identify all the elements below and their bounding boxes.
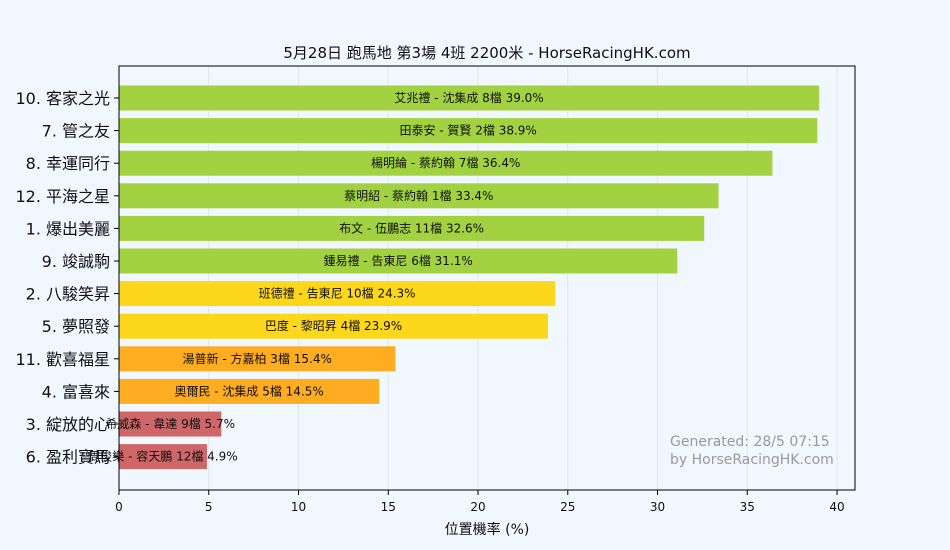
bar (119, 150, 773, 176)
bar (119, 411, 222, 437)
bar (119, 444, 207, 470)
bar (119, 248, 678, 274)
watermark-line-2: by HorseRacingHK.com (670, 452, 834, 468)
category-label: 8. 幸運同行 (26, 154, 110, 173)
category-label: 10. 客家之光 (15, 89, 110, 108)
bar (119, 85, 820, 111)
category-label: 2. 八駿笑昇 (26, 285, 110, 304)
bar-data-label: 楊明綸 - 蔡約翰 7檔 36.4% (371, 155, 520, 170)
category-label: 12. 平海之星 (15, 187, 110, 206)
bar-data-label: 奧爾民 - 沈集成 5檔 14.5% (174, 383, 323, 398)
category-label: 4. 富喜來 (42, 382, 110, 401)
bar (119, 183, 719, 209)
bar-data-label: 湯普新 - 方嘉柏 3檔 15.4% (183, 351, 332, 366)
x-tick-label: 35 (740, 500, 755, 514)
category-label: 1. 爆出美麗 (26, 219, 110, 238)
category-labels-group: 10. 客家之光 7. 管之友 8. 幸運同行 12. 平海之星 1. 爆出美麗 9. 竣… (15, 89, 119, 467)
x-tick-label: 15 (381, 500, 396, 514)
category-label: 11. 歡喜福星 (15, 350, 110, 369)
bar (119, 118, 818, 144)
x-tick-label: 10 (291, 500, 306, 514)
bar-labels-group: 艾兆禮 - 沈集成 8檔 39.0% 田泰安 - 賀賢 2檔 38.9% 楊明綸 -… (88, 90, 543, 464)
category-label: 6. 盈利寶馬 (26, 448, 110, 467)
bar (119, 215, 705, 241)
bar-data-label: 鍾易禮 - 告東尼 6檔 31.1% (323, 254, 472, 268)
bar-data-label: 蔡明紹 - 蔡約翰 1檔 33.4% (344, 188, 493, 203)
x-axis-ticks: 0 5 10 15 20 25 30 35 40 (115, 490, 845, 514)
bar-data-label: 周俊樂 - 容天鵬 12檔 4.9% (88, 449, 237, 464)
category-label: 5. 夢照發 (42, 317, 110, 336)
x-tick-label: 20 (470, 500, 485, 514)
x-tick-label: 0 (115, 500, 123, 514)
plot-frame (118, 65, 856, 491)
x-tick-label: 25 (560, 500, 575, 514)
category-label: 9. 竣誠駒 (42, 252, 110, 271)
bar (119, 281, 556, 307)
watermark-line-1: Generated: 28/5 07:15 (670, 434, 830, 450)
bar-data-label: 布文 - 伍鵬志 11檔 32.6% (339, 220, 484, 235)
bar (119, 346, 396, 372)
x-tick-label: 40 (829, 500, 844, 514)
x-tick-label: 5 (205, 500, 213, 514)
bar-data-label: 艾兆禮 - 沈集成 8檔 39.0% (394, 90, 543, 105)
bar-data-label: 田泰安 - 賀賢 2檔 38.9% (399, 123, 536, 138)
x-tick-label: 30 (650, 500, 665, 514)
bars-group (119, 85, 820, 470)
bar-data-label: 希威森 - 韋達 9檔 5.7% (105, 416, 235, 431)
category-label: 3. 綻放的心 (26, 415, 110, 434)
bar (119, 313, 549, 339)
bar-data-label: 巴度 - 黎昭昇 4檔 23.9% (265, 318, 402, 333)
chart-title: 5月28日 跑馬地 第3場 4班 2200米 - HorseRacingHK.c… (283, 44, 690, 62)
bar (119, 378, 380, 404)
bar-data-label: 班德禮 - 告東尼 10檔 24.3% (259, 286, 416, 301)
x-axis-title: 位置機率 (%) (445, 521, 530, 538)
category-label: 7. 管之友 (42, 122, 110, 141)
